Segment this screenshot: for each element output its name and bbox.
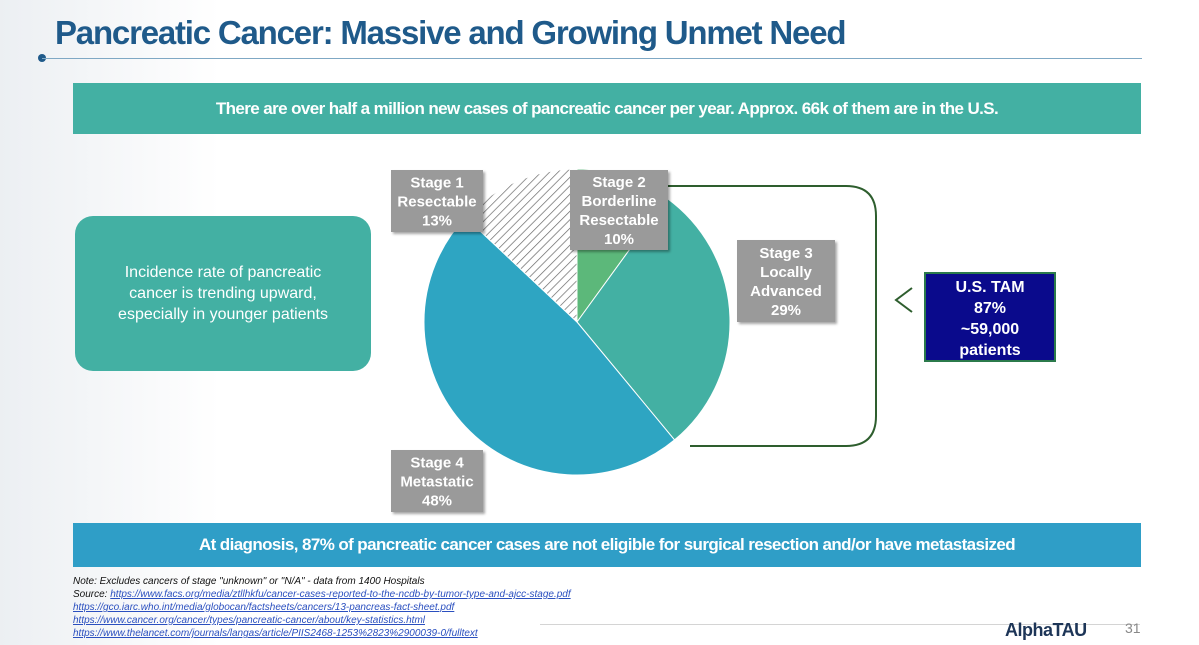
label-box-stage-3 xyxy=(737,240,835,322)
footnotes: Note: Excludes cancers of stage "unknown… xyxy=(73,575,571,640)
slice-label-stage-1-line-3: 13% xyxy=(422,213,452,230)
tam-count: ~59,000 xyxy=(960,321,1020,338)
slice-label-stage-3-line-4: 29% xyxy=(771,302,801,319)
tam-bracket-pointer xyxy=(894,287,913,313)
footnote-note: Note: Excludes cancers of stage "unknown… xyxy=(73,576,425,587)
company-logo: AlphaTAU xyxy=(1005,620,1087,641)
slice-label-stage-2-line-2: Borderline xyxy=(581,193,656,210)
top-banner: There are over half a million new cases … xyxy=(73,83,1141,134)
tam-callout: U.S. TAM 87% ~59,000 patients xyxy=(924,272,1056,362)
title-rule xyxy=(42,58,1142,59)
slice-label-stage-3-line-1: Stage 3 xyxy=(759,245,812,262)
source-link-3[interactable]: https://www.cancer.org/cancer/types/panc… xyxy=(73,615,425,626)
logo-alpha: Alpha xyxy=(1005,620,1053,640)
footer-rule xyxy=(540,624,1140,625)
label-box-stage-1 xyxy=(391,170,483,232)
tam-unit: patients xyxy=(959,342,1021,359)
slice-label-stage-2-line-3: Resectable xyxy=(579,212,658,229)
incidence-text: Incidence rate of pancreatic cancer is t… xyxy=(118,264,328,323)
page-number: 31 xyxy=(1125,620,1141,636)
slice-label-stage-3-line-3: Advanced xyxy=(750,283,822,300)
footnote-source: Source: https://www.facs.org/media/ztllh… xyxy=(73,588,571,601)
pie-slice-stage-4 xyxy=(423,216,676,476)
slice-label-stage-4-line-3: 48% xyxy=(422,493,452,510)
source-link-2[interactable]: https://gco.iarc.who.int/media/globocan/… xyxy=(73,602,455,613)
slice-label-stage-1-line-1: Stage 1 xyxy=(410,175,463,192)
incidence-callout: Incidence rate of pancreatic cancer is t… xyxy=(75,216,371,371)
slice-label-stage-2-line-1: Stage 2 xyxy=(592,174,645,191)
tam-bracket xyxy=(668,185,877,447)
slice-label-stage-2-line-4: 10% xyxy=(604,231,634,248)
label-box-stage-4 xyxy=(391,450,483,512)
label-box-stage-2 xyxy=(570,170,668,250)
slice-label-stage-4-line-2: Metastatic xyxy=(400,474,473,491)
slice-label-stage-4-line-1: Stage 4 xyxy=(410,455,464,472)
pie-slice-stage-3 xyxy=(576,197,731,441)
tam-title: U.S. TAM xyxy=(955,279,1025,296)
source-link-1[interactable]: https://www.facs.org/media/ztllhkfu/canc… xyxy=(110,589,571,600)
bottom-banner: At diagnosis, 87% of pancreatic cancer c… xyxy=(73,523,1141,567)
source-label: Source: xyxy=(73,589,108,600)
slice-label-stage-1-line-2: Resectable xyxy=(397,194,476,211)
logo-tau: TAU xyxy=(1052,620,1088,640)
slide-title: Pancreatic Cancer: Massive and Growing U… xyxy=(55,14,847,51)
tam-percent: 87% xyxy=(973,300,1007,317)
source-link-4[interactable]: https://www.thelancet.com/journals/langa… xyxy=(73,628,478,639)
slice-label-stage-3-line-2: Locally xyxy=(760,264,812,281)
